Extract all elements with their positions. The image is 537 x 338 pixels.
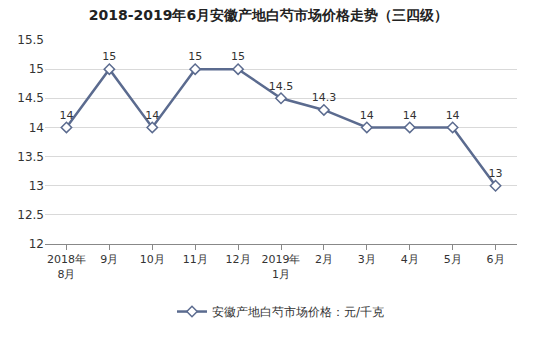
svg-text:14: 14	[360, 109, 374, 122]
svg-text:3月: 3月	[358, 253, 376, 266]
svg-text:15.5: 15.5	[17, 33, 44, 47]
svg-text:2019年1月: 2019年1月	[262, 253, 301, 280]
svg-text:2018年8月: 2018年8月	[47, 253, 86, 280]
svg-text:14: 14	[145, 109, 159, 122]
svg-text:4月: 4月	[401, 253, 419, 266]
svg-text:14: 14	[446, 109, 460, 122]
svg-text:15: 15	[231, 50, 245, 63]
svg-text:14: 14	[59, 109, 73, 122]
svg-text:10月: 10月	[140, 253, 165, 266]
svg-text:13: 13	[489, 167, 503, 180]
svg-text:14: 14	[29, 121, 44, 135]
svg-text:13: 13	[29, 179, 44, 193]
svg-text:5月: 5月	[444, 253, 462, 266]
svg-text:12.5: 12.5	[17, 208, 44, 222]
svg-text:11月: 11月	[183, 253, 208, 266]
svg-text:2月: 2月	[315, 253, 333, 266]
svg-text:12月: 12月	[226, 253, 251, 266]
svg-text:15: 15	[102, 50, 116, 63]
svg-text:15: 15	[188, 50, 202, 63]
svg-text:14.5: 14.5	[17, 91, 44, 105]
svg-text:安徽产地白芍市场价格：元/千克: 安徽产地白芍市场价格：元/千克	[212, 305, 384, 319]
svg-text:13.5: 13.5	[17, 150, 44, 164]
svg-text:14.5: 14.5	[269, 80, 294, 93]
svg-text:9月: 9月	[100, 253, 118, 266]
svg-text:12: 12	[29, 237, 44, 251]
svg-text:14.3: 14.3	[312, 91, 337, 104]
svg-text:6月: 6月	[487, 253, 505, 266]
svg-text:14: 14	[403, 109, 417, 122]
svg-text:2018-2019年6月安徽产地白芍市场价格走势（三四级）: 2018-2019年6月安徽产地白芍市场价格走势（三四级）	[89, 7, 448, 23]
svg-text:15: 15	[29, 62, 44, 76]
